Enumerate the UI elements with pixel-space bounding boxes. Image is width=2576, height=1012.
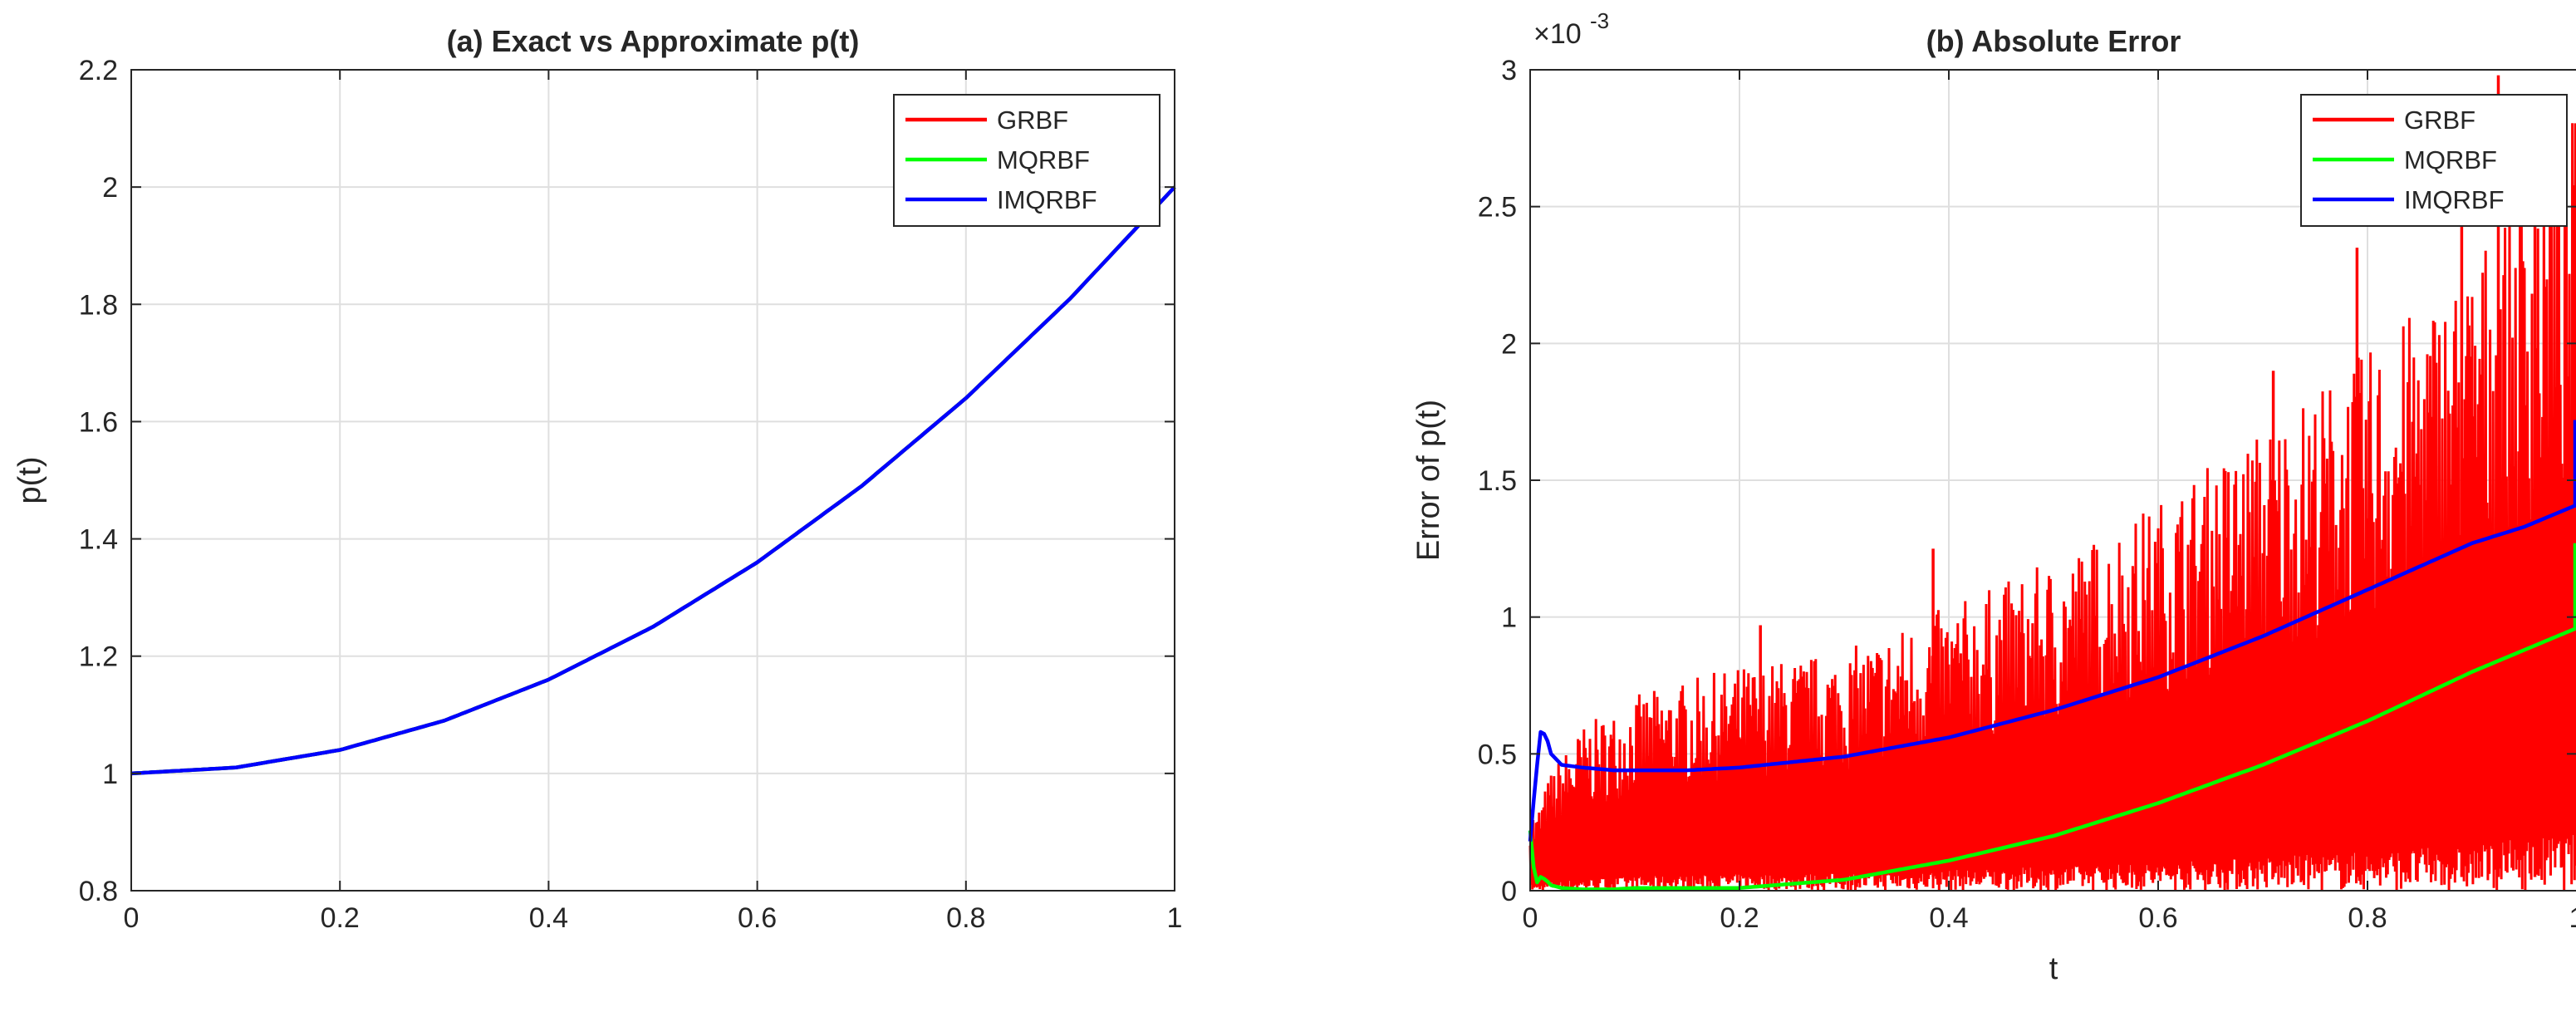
x-tick-label: 0.6 [2138,902,2177,934]
y-tick-label: 1.5 [1478,465,1517,497]
y-tick-label: 2.5 [1478,192,1517,224]
y-tick-label: 1.2 [79,641,118,673]
series-group [130,185,1176,776]
exponent-power: -3 [1590,8,1609,33]
legend: GRBF MQRBF IMQRBF [893,94,1160,227]
y-tick-label: 1 [1501,602,1517,634]
y-tick-label: 2 [1501,328,1517,360]
series-line-imqrbf [1528,503,2576,842]
x-tick-label: 0.6 [738,902,777,934]
exponent-base: ×10 [1533,18,1582,50]
y-tick-label: 0.5 [1478,739,1517,770]
legend-item: GRBF [905,106,1068,135]
x-tick-label: 0.2 [321,902,360,934]
legend-item: IMQRBF [2313,185,2505,214]
legend-label-imqrbf: IMQRBF [997,185,1097,214]
chart-a-exact-vs-approximate: 0 0.2 0.4 0.6 0.8 1 0.8 1 1.2 1.4 1.6 1.8 2 2.2 (a) Ex… [12,24,1182,934]
x-tick-label: 0.4 [1929,902,1968,934]
legend-label-imqrbf: IMQRBF [2404,185,2505,214]
x-tick-label: 1 [1167,902,1183,934]
chart-b-absolute-error: 0 0.2 0.4 0.6 0.8 1 0 0.5 1 1.5 2 2.5 3 (b) Absolute … [1411,8,2576,986]
series-group [1528,75,2576,892]
series-line-grbf [1528,123,2576,892]
y-tick-label: 0 [1501,876,1517,907]
legend-label-mqrbf: MQRBF [997,145,1090,174]
x-axis-label: t [2049,951,2058,986]
x-tick-label: 0.2 [1720,902,1759,934]
chart-title: (a) Exact vs Approximate p(t) [447,24,860,58]
y-axis-label: p(t) [12,457,47,504]
series-line-imqrbf [130,185,1176,776]
x-tick-label: 0.8 [2348,902,2387,934]
tick-labels: 0 0.2 0.4 0.6 0.8 1 0 0.5 1 1.5 2 2.5 3 [1478,55,2576,934]
y-tick-label: 1 [102,759,118,790]
legend-item: MQRBF [2313,145,2497,174]
legend-item: MQRBF [905,145,1090,174]
y-tick-label: 2.2 [79,55,118,86]
x-tick-label: 0.8 [946,902,985,934]
exponent-label: ×10 -3 [1533,8,1609,50]
legend-label-grbf: GRBF [2404,106,2475,135]
legend-item: IMQRBF [905,185,1097,214]
legend-label-mqrbf: MQRBF [2404,145,2497,174]
x-tick-label: 0 [124,902,140,934]
y-tick-label: 1.6 [79,406,118,438]
y-tick-label: 3 [1501,55,1517,86]
x-tick-label: 1 [2569,902,2576,934]
tick-labels: 0 0.2 0.4 0.6 0.8 1 0.8 1 1.2 1.4 1.6 1.8 2 2.2 [79,55,1183,934]
axes-box [130,69,1175,892]
y-tick-label: 2 [102,172,118,204]
y-tick-label: 0.8 [79,876,118,907]
chart-title: (b) Absolute Error [1926,24,2181,58]
legend-item: GRBF [2313,106,2475,135]
x-tick-label: 0 [1523,902,1538,934]
legend-label-grbf: GRBF [997,106,1068,135]
legend: GRBF MQRBF IMQRBF [2300,94,2568,227]
x-tick-label: 0.4 [529,902,568,934]
series-line-mqrbf [1528,626,2576,892]
y-axis-label: Error of p(t) [1411,400,1446,561]
y-tick-label: 1.4 [79,524,118,556]
y-tick-label: 1.8 [79,289,118,321]
